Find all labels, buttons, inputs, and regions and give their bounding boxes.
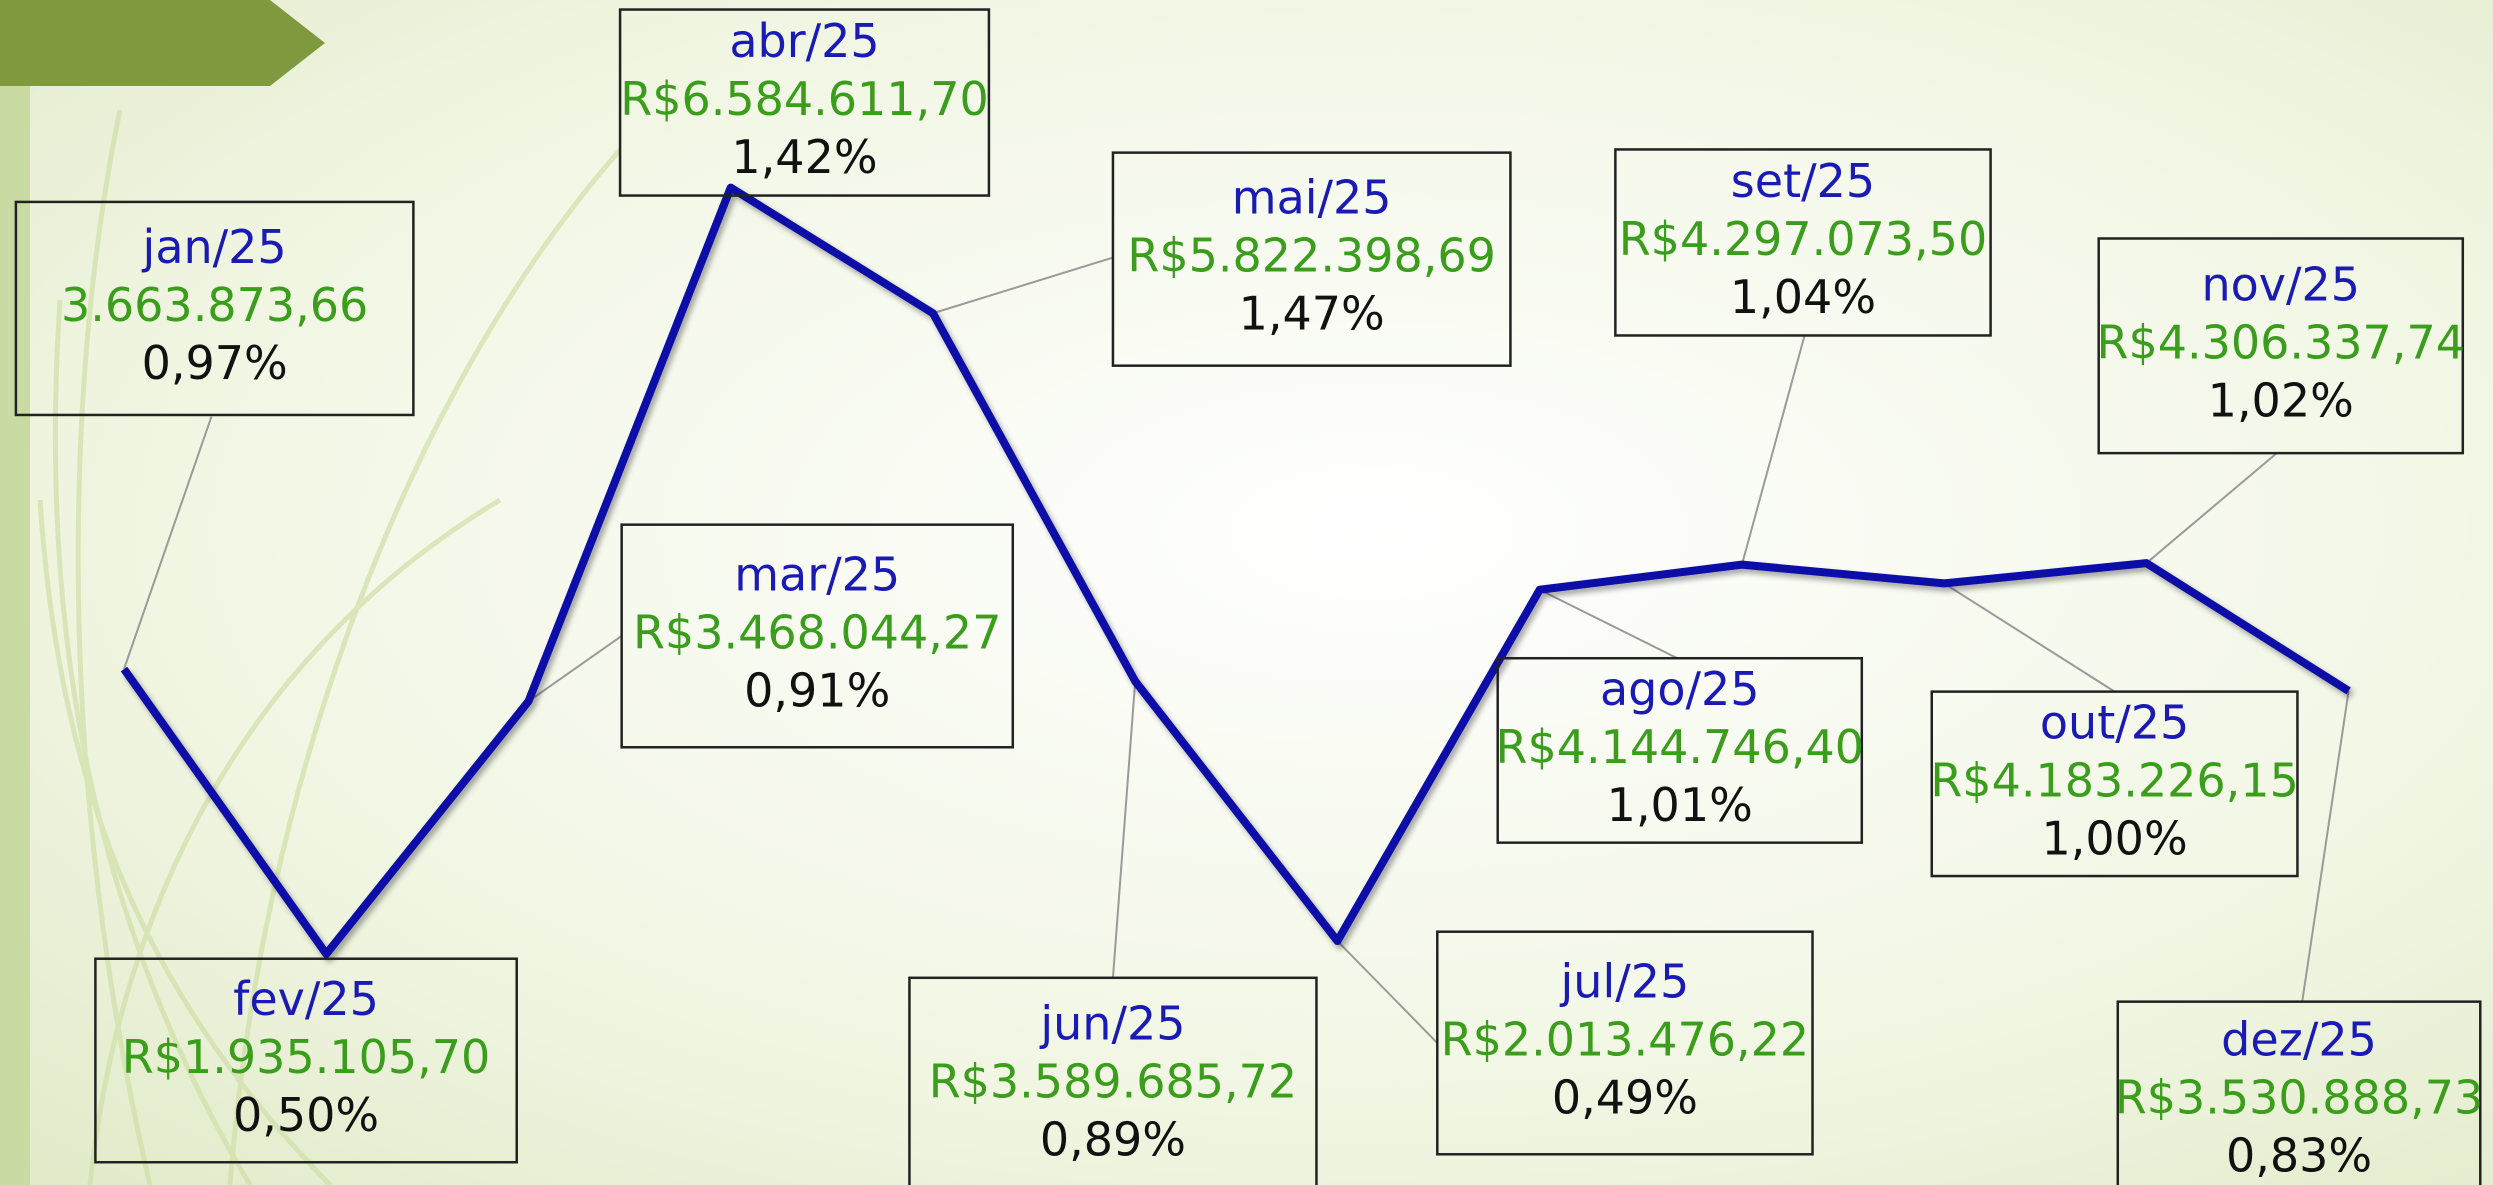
share-label: 1,04% — [1730, 270, 1876, 324]
leader-line — [1539, 588, 1678, 660]
label-box — [1111, 151, 1512, 367]
value-label: R$1.935.105,70 — [122, 1030, 491, 1084]
label-box — [1436, 930, 1814, 1156]
label-box — [1614, 148, 1992, 337]
label-box — [908, 976, 1318, 1185]
label-box — [1496, 656, 1864, 844]
share-label: 0,89% — [1040, 1113, 1186, 1167]
leader-line — [1740, 335, 1806, 565]
value-label: R$5.822.398,69 — [1127, 229, 1496, 283]
share-label: 0,50% — [233, 1088, 379, 1142]
line-chart: jan/253.663.873,660,97% fev/25R$1.935.105… — [14, 8, 2484, 1185]
category-label: out/25 — [2040, 695, 2189, 749]
share-label: 0,83% — [2226, 1129, 2372, 1183]
category-label: jul/25 — [1560, 954, 1690, 1008]
category-label: jan/25 — [142, 220, 287, 274]
leader-line — [932, 256, 1114, 315]
value-label: R$4.306.337,74 — [2096, 315, 2465, 369]
share-label: 0,97% — [142, 336, 288, 390]
value-label: R$6.584.611,70 — [620, 72, 989, 126]
line — [120, 183, 2351, 958]
leader-line — [1111, 681, 1137, 978]
category-label: set/25 — [1731, 154, 1875, 208]
label-box — [618, 8, 991, 197]
value-label: R$3.530.888,73 — [2115, 1071, 2484, 1125]
category-label: mai/25 — [1232, 171, 1392, 225]
leader-line — [1336, 940, 1439, 1044]
value-label: R$3.589.685,72 — [929, 1055, 1298, 1109]
label-box — [94, 957, 518, 1164]
share-label: 1,02% — [2208, 373, 2354, 427]
leader-line — [1943, 582, 2116, 693]
value-label: R$4.144.746,40 — [1496, 720, 1865, 774]
label-box — [2116, 1000, 2482, 1185]
label-box — [620, 523, 1015, 749]
category-label: jun/25 — [1039, 997, 1185, 1051]
category-label: dez/25 — [2221, 1013, 2377, 1067]
share-label: 1,47% — [1239, 287, 1385, 341]
leader-line — [2301, 690, 2350, 1002]
share-label: 1,00% — [2042, 811, 2188, 865]
share-label: 1,42% — [731, 130, 877, 184]
value-label: R$4.297.073,50 — [1619, 212, 1988, 266]
category-label: ago/25 — [1600, 662, 1760, 716]
category-label: nov/25 — [2201, 257, 2360, 311]
category-label: mar/25 — [734, 547, 900, 601]
category-label: abr/25 — [729, 14, 879, 68]
side-strip — [0, 0, 30, 1185]
value-label: R$3.468.044,27 — [633, 605, 1002, 659]
category-label: fev/25 — [233, 972, 379, 1026]
leader-line — [123, 416, 213, 670]
leader-line — [527, 635, 623, 703]
value-label: R$4.183.226,15 — [1930, 753, 2299, 807]
share-label: 0,91% — [744, 663, 890, 717]
value-label: R$2.013.476,22 — [1441, 1012, 1810, 1066]
label-box — [14, 200, 415, 417]
share-label: 1,01% — [1607, 778, 1753, 832]
title-tab — [0, 0, 325, 86]
value-label: 3.663.873,66 — [61, 278, 368, 332]
label-box — [2097, 237, 2465, 455]
leader-line — [2145, 452, 2278, 564]
label-box — [1930, 690, 2299, 878]
share-label: 0,49% — [1552, 1070, 1698, 1124]
